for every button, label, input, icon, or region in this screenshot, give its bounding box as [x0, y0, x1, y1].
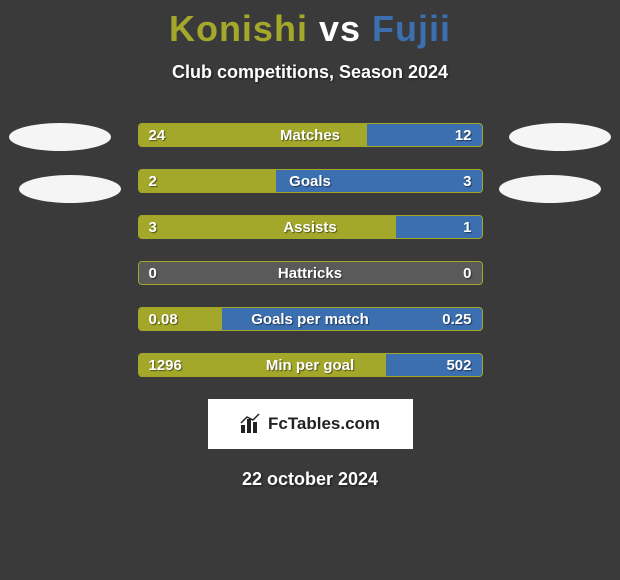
- date-label: 22 october 2024: [0, 469, 620, 490]
- row-label: Goals per match: [139, 308, 482, 331]
- logo-text: FcTables.com: [268, 414, 380, 434]
- page-title: Konishi vs Fujii: [0, 0, 620, 50]
- row-label: Assists: [139, 216, 482, 239]
- title-player2: Fujii: [372, 8, 451, 49]
- row-label: Hattricks: [139, 262, 482, 285]
- chart-area: 2412Matches 23Goals 31Assists 00Hattricks 0.…: [0, 123, 620, 377]
- comparison-row: 00Hattricks: [138, 261, 483, 285]
- row-label: Min per goal: [139, 354, 482, 377]
- bars-icon: [240, 413, 262, 435]
- comparison-row: 1296502Min per goal: [138, 353, 483, 377]
- comparison-row: 31Assists: [138, 215, 483, 239]
- row-label: Goals: [139, 170, 482, 193]
- title-player1: Konishi: [169, 8, 308, 49]
- avatar-placeholder-icon: [9, 123, 111, 151]
- row-label: Matches: [139, 124, 482, 147]
- subtitle: Club competitions, Season 2024: [0, 62, 620, 83]
- avatar-placeholder-icon: [509, 123, 611, 151]
- title-vs: vs: [319, 8, 361, 49]
- logo-box: FcTables.com: [208, 399, 413, 449]
- avatar-placeholder-icon: [19, 175, 121, 203]
- comparison-rows: 2412Matches 23Goals 31Assists 00Hattricks 0.…: [138, 123, 483, 377]
- avatar-placeholder-icon: [499, 175, 601, 203]
- comparison-row: 23Goals: [138, 169, 483, 193]
- comparison-row: 0.080.25Goals per match: [138, 307, 483, 331]
- comparison-row: 2412Matches: [138, 123, 483, 147]
